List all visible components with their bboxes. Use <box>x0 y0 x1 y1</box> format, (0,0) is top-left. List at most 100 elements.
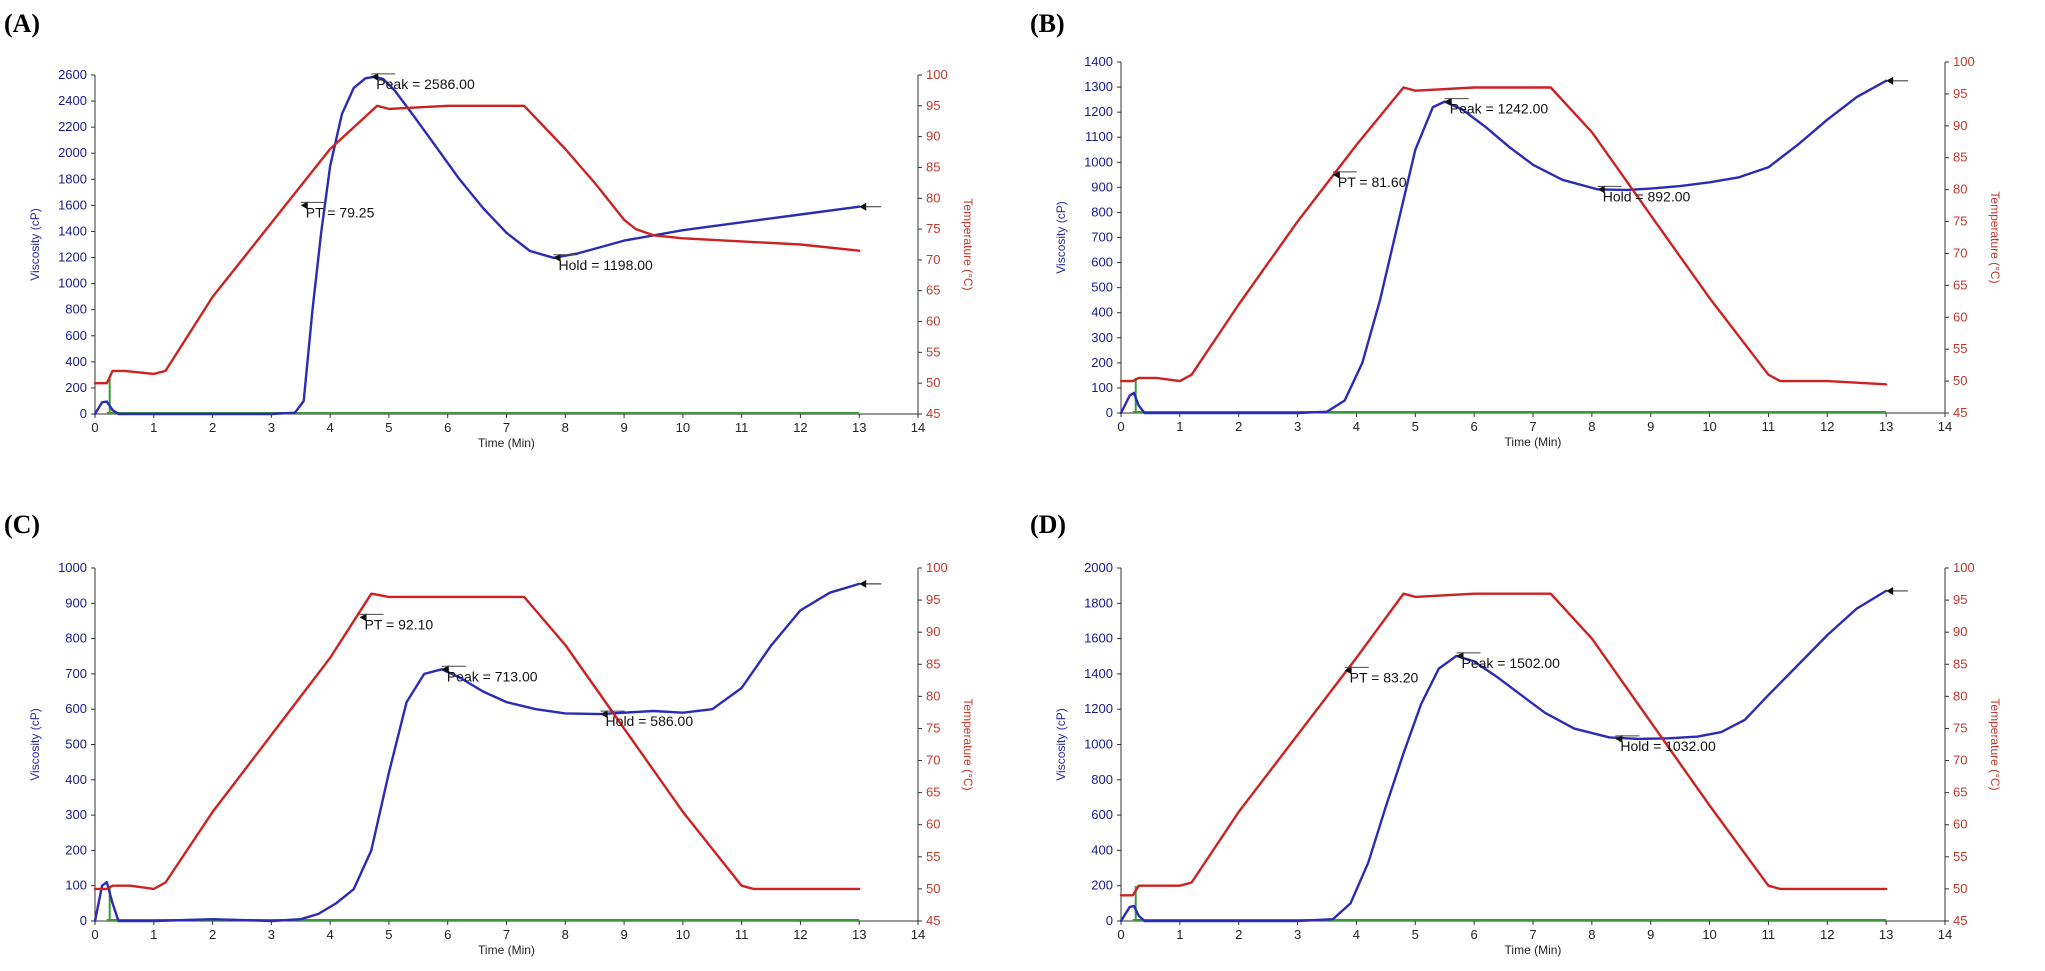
x-tick-label: 6 <box>444 420 451 435</box>
viscosity-series-line <box>1119 79 1888 415</box>
annotation-arrow <box>1332 170 1340 179</box>
panel-label: (B) <box>1030 9 1065 38</box>
y2-axis-title: Temperature (°C) <box>961 698 975 790</box>
y-tick-label: 100 <box>1091 380 1113 395</box>
y-tick-label: 0 <box>1106 913 1113 928</box>
x-tick-label: 3 <box>1294 419 1301 434</box>
annotation-label: Hold = 1032.00 <box>1620 738 1716 754</box>
x-tick-label: 1 <box>150 927 157 942</box>
x-tick-label: 14 <box>1938 419 1952 434</box>
y2-tick-label: 50 <box>926 375 940 390</box>
y-tick-label: 200 <box>1091 355 1113 370</box>
viscosity-series-line <box>93 582 861 923</box>
y-tick-label: 800 <box>1091 204 1113 219</box>
y-tick-label: 1800 <box>1084 595 1113 610</box>
x-tick-label: 2 <box>209 420 216 435</box>
x-tick-label: 10 <box>676 927 690 942</box>
y-tick-label: 2400 <box>58 93 87 108</box>
x-tick-label: 8 <box>562 420 569 435</box>
x-axis-title: Time (Min) <box>478 943 535 957</box>
x-tick-label: 14 <box>911 927 925 942</box>
y2-tick-label: 60 <box>1953 817 1967 832</box>
annotation-label: Hold = 586.00 <box>606 713 694 729</box>
y2-axis-title: Temperature (°C) <box>1988 191 2002 283</box>
annotation-label: PT = 81.60 <box>1338 174 1407 190</box>
x-tick-label: 0 <box>91 927 98 942</box>
y2-tick-label: 95 <box>926 592 940 607</box>
x-tick-label: 10 <box>676 420 690 435</box>
y2-tick-label: 75 <box>1953 214 1967 229</box>
x-tick-label: 6 <box>1471 927 1478 942</box>
end-marker-arrow <box>859 579 867 588</box>
y2-tick-label: 85 <box>926 656 940 671</box>
y-tick-label: 1000 <box>1084 154 1113 169</box>
x-tick-label: 13 <box>1879 419 1893 434</box>
x-tick-label: 8 <box>562 927 569 942</box>
x-tick-label: 0 <box>1117 927 1124 942</box>
y2-tick-label: 65 <box>926 283 940 298</box>
y-tick-label: 500 <box>1091 280 1113 295</box>
y2-tick-label: 55 <box>1953 849 1967 864</box>
y-axis-title: Viscosity (cP) <box>28 708 42 780</box>
annotation-arrow <box>1344 666 1352 675</box>
y2-tick-label: 60 <box>926 314 940 329</box>
y2-tick-label: 90 <box>1953 624 1967 639</box>
x-tick-label: 13 <box>852 927 866 942</box>
annotation-label: Hold = 1198.00 <box>559 257 654 273</box>
x-tick-label: 12 <box>793 927 807 942</box>
y2-tick-label: 75 <box>1953 720 1967 735</box>
annotation-label: Peak = 2586.00 <box>376 76 475 92</box>
y-tick-label: 400 <box>1091 305 1113 320</box>
y-tick-label: 1200 <box>1084 104 1113 119</box>
annotation-arrow <box>1615 734 1623 743</box>
annotation-label: PT = 92.10 <box>365 616 434 632</box>
y-tick-label: 200 <box>65 380 87 395</box>
y2-tick-label: 45 <box>1953 913 1967 928</box>
annotation-arrow <box>359 613 367 622</box>
x-tick-label: 4 <box>327 420 334 435</box>
y2-tick-label: 100 <box>1953 54 1975 69</box>
annotation-arrow <box>371 72 379 81</box>
x-tick-label: 9 <box>620 927 627 942</box>
x-tick-label: 9 <box>1647 927 1654 942</box>
y-tick-label: 2200 <box>58 119 87 134</box>
y2-tick-label: 50 <box>1953 881 1967 896</box>
chart-panel-a: (A)0 1 2 3 4 5 6 7 8 9 10 11 12 13 1402004006008001000… <box>4 9 975 450</box>
annotation-label: PT = 79.25 <box>306 204 375 220</box>
y-tick-label: 1800 <box>58 171 87 186</box>
x-tick-label: 0 <box>1117 419 1124 434</box>
panel-label: (D) <box>1030 510 1066 539</box>
x-axis-title: Time (Min) <box>478 436 535 450</box>
annotation-label: Peak = 1502.00 <box>1461 655 1560 671</box>
panel-label: (C) <box>4 510 40 539</box>
y2-tick-label: 60 <box>926 817 940 832</box>
chart-panel-d: (D)0 1 2 3 4 5 6 7 8 9 10 11 12 13 1402004006008001000… <box>1030 510 2002 957</box>
y2-tick-label: 100 <box>926 67 948 82</box>
y-tick-label: 600 <box>1091 807 1113 822</box>
x-tick-label: 12 <box>1820 927 1834 942</box>
x-tick-label: 5 <box>1412 927 1419 942</box>
x-tick-label: 3 <box>1294 927 1301 942</box>
x-tick-label: 12 <box>1820 419 1834 434</box>
y2-tick-label: 65 <box>1953 785 1967 800</box>
x-tick-label: 7 <box>1529 419 1536 434</box>
x-tick-label: 5 <box>385 420 392 435</box>
x-tick-label: 0 <box>91 420 98 435</box>
annotation-arrow <box>300 201 308 210</box>
end-marker-arrow <box>1886 586 1894 595</box>
x-tick-label: 10 <box>1702 419 1716 434</box>
temperature-series-line <box>93 104 861 385</box>
y-tick-label: 800 <box>65 631 87 646</box>
y-tick-label: 500 <box>65 737 87 752</box>
y-axis-title: Viscosity (cP) <box>1054 201 1068 273</box>
x-tick-label: 4 <box>1353 927 1360 942</box>
x-tick-label: 2 <box>1235 927 1242 942</box>
y-tick-label: 600 <box>1091 255 1113 270</box>
x-tick-label: 6 <box>1471 419 1478 434</box>
y2-tick-label: 80 <box>926 688 940 703</box>
chart-panel-c: (C)0 1 2 3 4 5 6 7 8 9 10 11 12 13 1401002003004005006… <box>4 510 975 957</box>
annotation-label: PT = 83.20 <box>1350 669 1419 685</box>
y2-tick-label: 90 <box>926 129 940 144</box>
y2-tick-label: 45 <box>1953 405 1967 420</box>
y-tick-label: 300 <box>1091 330 1113 345</box>
